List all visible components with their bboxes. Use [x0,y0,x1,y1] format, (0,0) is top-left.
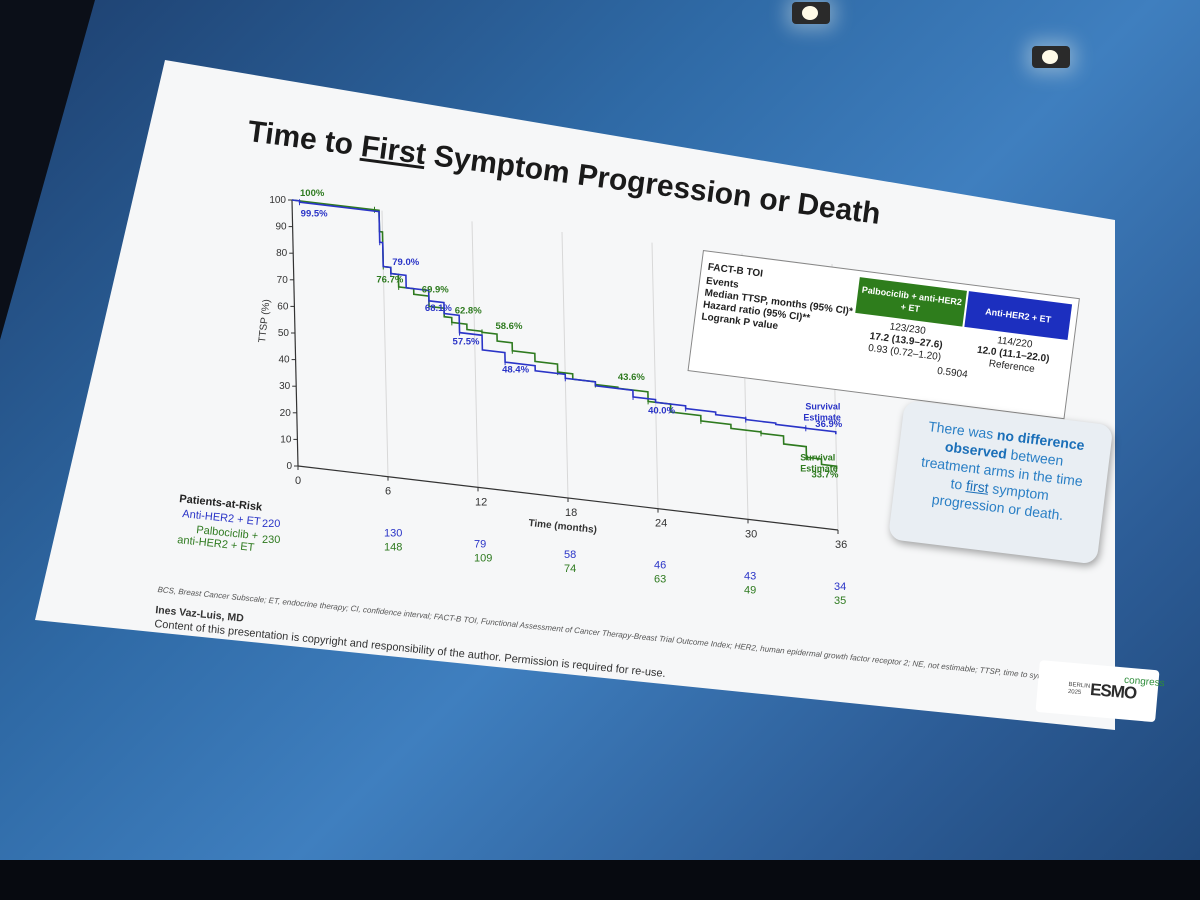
y-tick-label: 100 [269,195,286,206]
risk-count-anti-her2: 34 [834,581,846,593]
survival-estimate-label-blue-1: Survival [805,401,840,411]
percent-label: 58.6% [495,321,522,332]
risk-count-palbociclib: 148 [384,542,402,554]
risk-count-palbociclib: 63 [654,574,666,586]
x-tick-label: 0 [295,475,301,487]
x-tick-label: 18 [565,507,577,519]
esmo-logo: BERLIN 2025 ESMO congress [1067,668,1165,716]
risk-count-anti-her2: 58 [564,549,576,561]
x-tick-label: 30 [745,528,757,540]
percent-label: 79.0% [392,257,419,268]
y-tick-label: 10 [280,434,292,445]
y-tick-label: 70 [277,275,289,286]
y-axis-label: TTSP (%) [257,299,273,344]
percent-label: 36.9% [815,419,842,430]
y-tick-label: 20 [280,408,292,419]
y-tick-label: 90 [275,222,287,233]
conclusion-callout: There was no difference observed between… [887,400,1114,565]
percent-label: 68.1% [425,303,452,314]
km-curve-anti-her2 [291,199,837,435]
risk-count-palbociclib: 74 [564,563,576,575]
percent-label: 48.4% [502,365,529,376]
gridline [651,242,659,509]
y-tick-label: 40 [278,355,290,366]
y-tick-label: 60 [277,301,289,312]
gridline [561,231,569,499]
risk-count-anti-her2: 43 [744,570,756,582]
survival-estimate-label-green-1: Survival [800,453,835,463]
y-tick-label: 80 [276,248,288,259]
risk-count-anti-her2: 130 [384,528,402,540]
risk-count-anti-her2: 79 [474,538,486,550]
percent-label: 62.8% [455,305,482,316]
risk-count-palbociclib: 49 [744,584,756,596]
percent-label: 33.7% [811,470,838,481]
ceiling-light-icon [792,2,830,24]
y-tick-label: 30 [279,381,291,392]
chart-plot-area: 0 10 20 30 40 50 60 70 80 90 100 0 6 12 18 24 30 36 TTSP (… [257,188,847,607]
survival-estimate-label-blue-2: Estimate [803,412,841,422]
y-tick-label: 0 [286,461,292,472]
percent-label: 43.6% [618,372,645,383]
risk-count-palbociclib: 109 [474,552,492,564]
esmo-city: BERLIN 2025 [1067,681,1091,697]
percent-label: 40.0% [648,405,675,416]
percent-label: 100% [300,188,325,199]
percent-label: 57.5% [453,336,480,347]
x-tick-label: 12 [475,496,487,508]
percent-label: 99.5% [301,209,328,220]
risk-count-anti-her2: 220 [262,518,280,530]
risk-count-palbociclib: 230 [262,534,280,546]
ceiling-light-icon [1032,46,1070,68]
percent-label: 76.7% [376,274,403,285]
gridline [471,221,479,488]
percent-label: 69.9% [422,284,449,295]
x-tick-label: 36 [835,539,847,551]
survival-estimate-label-green-2: Estimate [800,464,838,474]
y-tick-label: 50 [278,328,290,339]
x-tick-label: 24 [655,518,667,530]
x-tick-label: 6 [385,486,391,498]
x-axis-label: Time (months) [528,518,597,536]
stage-floor [0,860,1200,900]
risk-count-anti-her2: 46 [654,560,666,572]
risk-count-palbociclib: 35 [834,595,846,607]
